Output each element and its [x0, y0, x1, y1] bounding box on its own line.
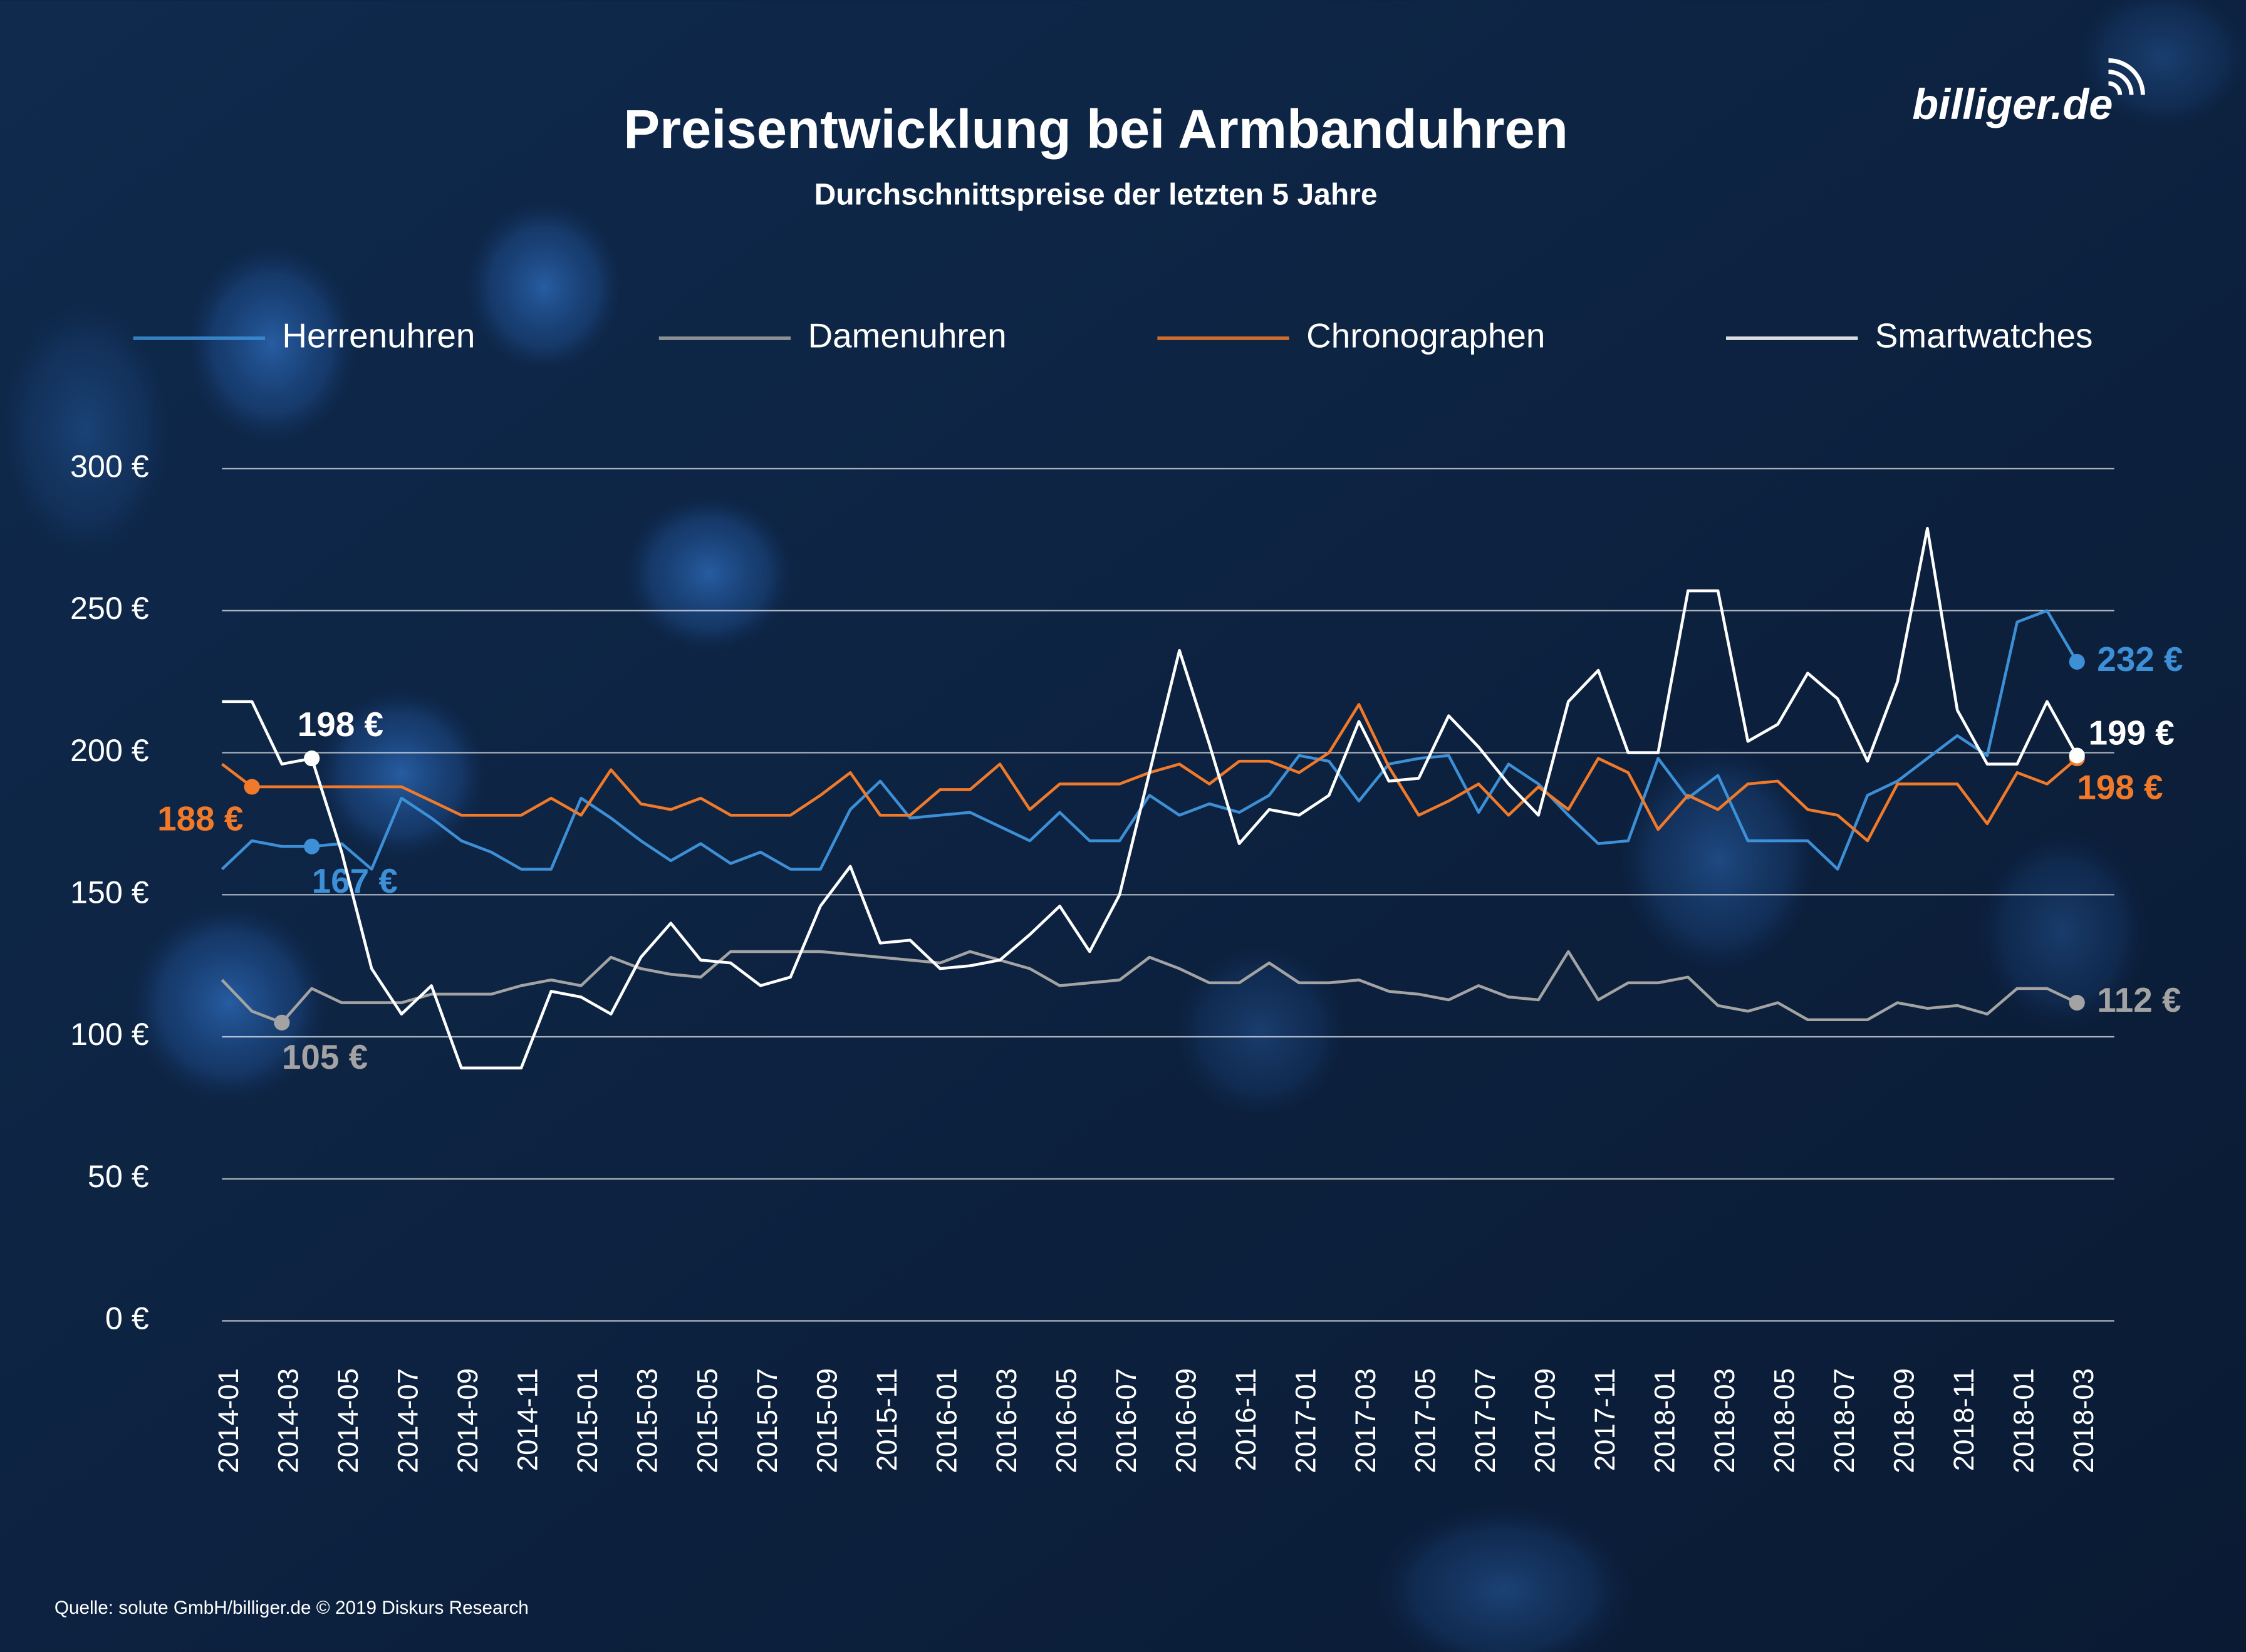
- x-tick-label: 2017-11: [1589, 1368, 1621, 1471]
- y-tick-label: 300 €: [70, 448, 149, 484]
- data-point: [2069, 747, 2085, 764]
- data-label: 232 €: [2097, 640, 2183, 678]
- x-tick-label: 2016-07: [1110, 1368, 1142, 1473]
- y-tick-label: 200 €: [70, 732, 149, 768]
- data-label: 167 €: [312, 861, 398, 900]
- data-label: 188 €: [157, 799, 243, 838]
- x-tick-label: 2018-11: [1948, 1368, 1980, 1471]
- x-tick-label: 2015-11: [871, 1368, 903, 1471]
- legend-label: Damenuhren: [808, 316, 1007, 355]
- logo-signal: [2108, 58, 2145, 95]
- x-tick-label: 2015-09: [811, 1368, 843, 1473]
- legend-label: Herrenuhren: [282, 316, 475, 355]
- x-tick-label: 2015-07: [751, 1368, 783, 1473]
- chart-title: Preisentwicklung bei Armbanduhren: [623, 99, 1568, 160]
- x-tick-label: 2014-07: [392, 1368, 424, 1473]
- x-tick-label: 2018-01: [1648, 1368, 1680, 1473]
- x-tick-label: 2016-05: [1050, 1368, 1082, 1473]
- y-tick-label: 50 €: [88, 1158, 149, 1194]
- x-tick-label: 2016-01: [930, 1368, 962, 1473]
- x-tick-label: 2018-07: [1828, 1368, 1860, 1473]
- legend-label: Smartwatches: [1875, 316, 2093, 355]
- data-point: [274, 1014, 290, 1031]
- x-tick-label: 2017-09: [1529, 1368, 1561, 1473]
- data-label: 198 €: [2077, 767, 2163, 806]
- data-label: 198 €: [298, 705, 383, 744]
- y-tick-label: 150 €: [70, 875, 149, 910]
- legend-label: Chronographen: [1306, 316, 1545, 355]
- x-tick-label: 2015-05: [691, 1368, 723, 1473]
- series-line: [222, 526, 2079, 1070]
- y-tick-label: 250 €: [70, 590, 149, 626]
- x-tick-label: 2014-03: [273, 1368, 304, 1473]
- logo: billiger.de: [1912, 80, 2113, 128]
- data-point: [2069, 994, 2085, 1011]
- chart-subtitle: Durchschnittspreise der letzten 5 Jahre: [814, 178, 1378, 211]
- x-tick-label: 2018-05: [1768, 1368, 1800, 1473]
- x-tick-label: 2018-09: [1888, 1368, 1920, 1473]
- x-tick-label: 2017-03: [1349, 1368, 1381, 1473]
- x-tick-label: 2018-01: [2007, 1368, 2039, 1473]
- series-line: [221, 609, 2079, 871]
- data-point: [304, 751, 320, 767]
- x-tick-label: 2018-03: [1708, 1368, 1740, 1473]
- x-tick-label: 2017-05: [1409, 1368, 1441, 1473]
- source-note: Quelle: solute GmbH/billiger.de © 2019 D…: [55, 1597, 529, 1618]
- x-tick-label: 2017-01: [1289, 1368, 1321, 1473]
- x-tick-label: 2014-05: [332, 1368, 364, 1473]
- y-tick-label: 0 €: [105, 1301, 149, 1336]
- data-point: [244, 779, 260, 795]
- data-label: 199 €: [2089, 714, 2175, 752]
- x-tick-label: 2014-01: [212, 1368, 244, 1473]
- x-tick-label: 2017-07: [1469, 1368, 1501, 1473]
- x-tick-label: 2015-01: [571, 1368, 603, 1473]
- y-tick-label: 100 €: [70, 1016, 149, 1052]
- x-tick-label: 2014-09: [452, 1368, 484, 1473]
- data-label: 112 €: [2097, 980, 2181, 1019]
- x-tick-label: 2014-11: [512, 1368, 544, 1471]
- x-tick-label: 2018-03: [2067, 1368, 2099, 1473]
- x-tick-label: 2016-11: [1230, 1368, 1262, 1471]
- x-tick-label: 2015-03: [632, 1368, 663, 1473]
- x-tick-label: 2016-09: [1170, 1368, 1202, 1473]
- x-tick-label: 2016-03: [990, 1368, 1022, 1473]
- data-label: 105 €: [282, 1037, 368, 1076]
- data-point: [304, 838, 320, 855]
- series-line: [221, 950, 2078, 1024]
- data-point: [2069, 653, 2085, 670]
